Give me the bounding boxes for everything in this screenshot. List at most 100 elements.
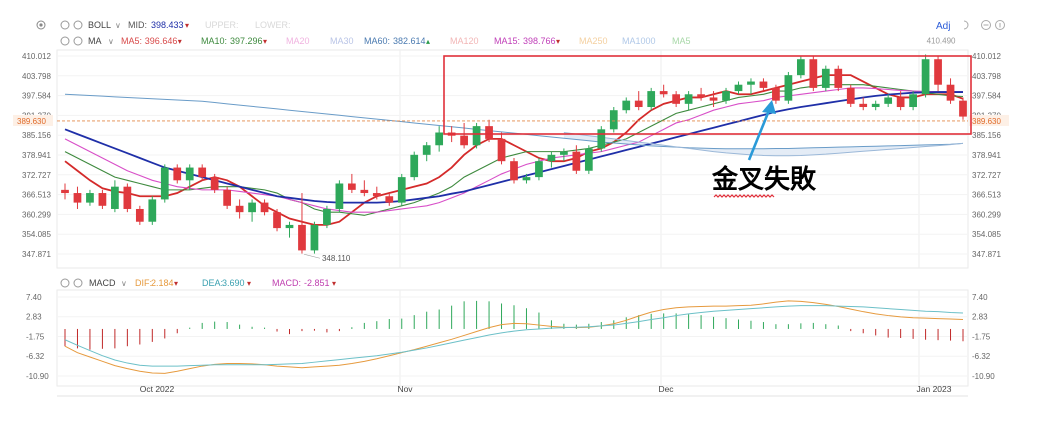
macd-panel: 7.40 7.40 2.83 2.83 -1.75 -1.75 -6.32 -6.32 -10.… [26, 289, 995, 387]
price-tick-right: 403.798 [972, 72, 1001, 81]
candle-up [871, 103, 880, 108]
candle-down [223, 189, 232, 206]
mid-label: MID: [128, 20, 147, 30]
candle-down [173, 167, 182, 181]
candle-up [111, 186, 119, 209]
macd-arrow-icon: ▾ [332, 279, 336, 288]
ma-item-label[interactable]: MA120 [450, 36, 479, 46]
dea-label: DEA: [202, 278, 223, 288]
candle-down [859, 103, 868, 108]
price-tick-left: 410.012 [22, 52, 51, 61]
ma-item-value: 398.766 [523, 36, 556, 46]
candle-up [522, 177, 531, 181]
macd-label[interactable]: MACD [89, 278, 116, 288]
candle-up [722, 91, 730, 101]
candle-up [285, 224, 294, 229]
ma-item-label[interactable]: MA250 [579, 36, 608, 46]
bollinger-band-fill [563, 132, 963, 156]
candle-down [385, 196, 394, 203]
ma-item-arrow-icon: ▾ [556, 37, 560, 46]
ma-item-label[interactable]: MA10: [201, 36, 227, 46]
close-icon[interactable] [73, 20, 83, 30]
ma-item-label[interactable]: MA5 [672, 36, 691, 46]
gear-icon[interactable] [60, 20, 70, 30]
price-tick-right: 372.727 [972, 171, 1001, 180]
candle-down [260, 202, 269, 213]
macd-close-icon[interactable] [73, 278, 83, 288]
price-tick-left: 347.871 [22, 250, 51, 259]
candle-down [98, 193, 107, 206]
price-tick-right: 397.584 [972, 92, 1001, 101]
candle-up [185, 167, 194, 181]
ma-item-arrow-icon: ▴ [426, 37, 430, 46]
high-price-label: 410.490 [927, 36, 956, 45]
x-tick-label: Oct 2022 [140, 384, 175, 394]
candle-down [510, 161, 518, 181]
macd-tick-left: 2.83 [26, 313, 42, 322]
price-tick-left: 385.156 [22, 131, 51, 140]
adj-button[interactable]: Adj [936, 21, 950, 32]
ma-label[interactable]: MA [88, 36, 102, 46]
candle-up [747, 81, 755, 85]
candle-up [435, 132, 444, 146]
macd-value: -2.851 [304, 278, 330, 288]
candlestick-panel: 410.012 410.012 403.798 403.798 397.584 397.5… [13, 36, 1009, 269]
current-price-tag-left [13, 114, 53, 126]
candle-up [310, 224, 319, 251]
dea-arrow-icon: ▾ [247, 279, 251, 288]
x-tick-label: Dec [658, 384, 674, 394]
candle-up [160, 167, 169, 200]
ma-item-label[interactable]: MA60: [364, 36, 390, 46]
ma-chevron-down-icon[interactable]: ∨ [108, 37, 114, 46]
ma-gear-icon[interactable] [60, 36, 70, 46]
candle-down [135, 208, 144, 222]
ma-close-icon[interactable] [73, 36, 83, 46]
current-price-left: 389.630 [17, 117, 46, 126]
chevron-down-icon[interactable]: ∨ [115, 21, 121, 30]
undo-icon[interactable] [963, 20, 969, 30]
candle-up [684, 94, 693, 104]
ma-item-label[interactable]: MA30 [330, 36, 354, 46]
candle-down [372, 193, 381, 197]
candle-up [547, 154, 556, 162]
candle-up [784, 75, 793, 101]
candle-up [796, 59, 805, 76]
low-price-leader [303, 253, 321, 259]
ma-item-label[interactable]: MA20 [286, 36, 310, 46]
candle-down [298, 224, 306, 251]
candle-up [535, 161, 543, 178]
ma-item-label[interactable]: MA5: [121, 36, 142, 46]
macd-gear-icon[interactable] [60, 278, 70, 288]
boll-label[interactable]: BOLL [88, 20, 111, 30]
ma-item-label[interactable]: MA15: [494, 36, 520, 46]
macd-chevron-down-icon[interactable]: ∨ [121, 279, 127, 288]
dif-value: 2.184 [151, 278, 174, 288]
low-price-label: 348.110 [322, 254, 351, 263]
candle-up [909, 94, 917, 108]
price-tick-right: 410.012 [972, 52, 1001, 61]
candle-up [622, 100, 631, 111]
macd-line-dea [64, 305, 964, 367]
candle-down [198, 167, 207, 178]
ma-toolbar: MA ∨ MA5: 396.646 ▾ MA10: 397.296 ▾ MA20 MA30 MA… [60, 36, 691, 46]
candle-down [809, 59, 818, 88]
candle-down [347, 183, 356, 190]
mid-value: 398.433 [151, 20, 184, 30]
candle-down [896, 97, 905, 108]
ma-item-label[interactable]: MA1000 [622, 36, 656, 46]
macd-tick-left: -10.90 [26, 372, 49, 381]
candle-up [323, 208, 331, 225]
candle-down [572, 151, 581, 171]
annotation-text: 金叉失敗 [711, 164, 817, 194]
price-tick-right: 378.941 [972, 151, 1001, 160]
candle-down [659, 91, 668, 95]
candle-down [235, 205, 244, 213]
candle-down [73, 193, 82, 203]
candle-up [884, 97, 893, 104]
dif-arrow-icon: ▾ [174, 279, 178, 288]
price-tick-left: 354.085 [22, 230, 51, 239]
ma-item-value: 396.646 [145, 36, 178, 46]
candle-down [360, 189, 369, 194]
current-price-right: 389.630 [972, 117, 1001, 126]
annotation-arrow-head [762, 100, 776, 114]
